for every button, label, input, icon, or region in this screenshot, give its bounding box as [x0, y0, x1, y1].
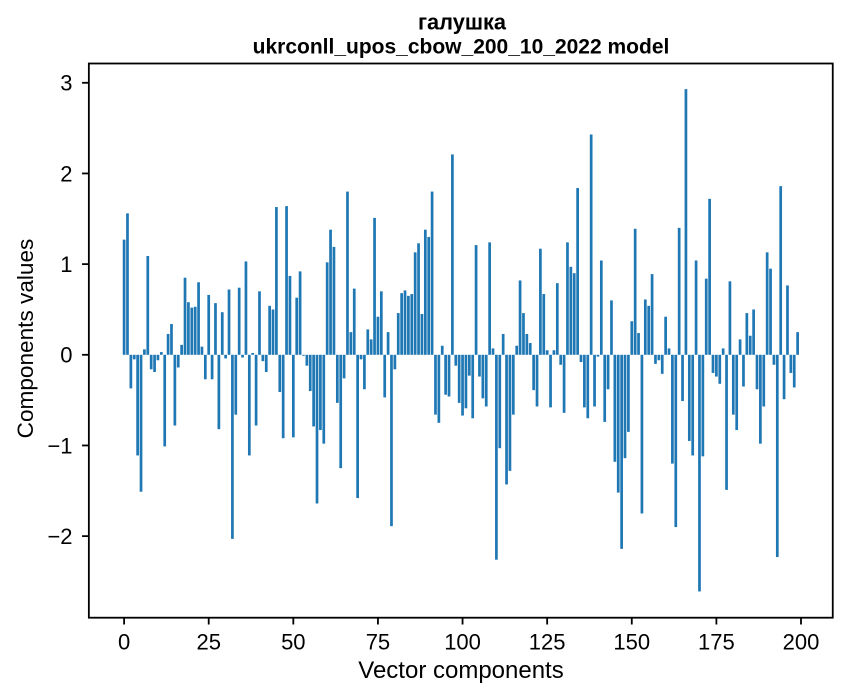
svg-text:75: 75 — [366, 630, 390, 655]
svg-text:0: 0 — [60, 343, 72, 368]
svg-text:175: 175 — [698, 630, 735, 655]
svg-text:2: 2 — [60, 161, 72, 186]
svg-text:−2: −2 — [47, 524, 72, 549]
svg-text:150: 150 — [613, 630, 650, 655]
svg-text:−1: −1 — [47, 433, 72, 458]
svg-text:Components values: Components values — [13, 239, 38, 439]
svg-text:3: 3 — [60, 71, 72, 96]
svg-text:0: 0 — [118, 630, 130, 655]
svg-text:50: 50 — [281, 630, 305, 655]
svg-text:25: 25 — [196, 630, 220, 655]
svg-text:галушка: галушка — [418, 10, 507, 35]
svg-text:100: 100 — [444, 630, 481, 655]
svg-text:200: 200 — [783, 630, 820, 655]
svg-text:ukrconll_upos_cbow_200_10_2022: ukrconll_upos_cbow_200_10_2022 model — [253, 35, 670, 58]
svg-text:1: 1 — [60, 252, 72, 277]
svg-text:125: 125 — [529, 630, 566, 655]
svg-text:Vector components: Vector components — [358, 657, 563, 684]
